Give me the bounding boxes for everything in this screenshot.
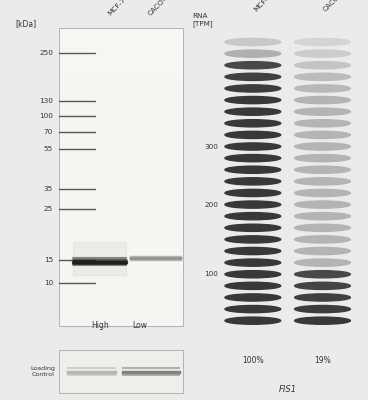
Ellipse shape bbox=[225, 154, 281, 162]
Ellipse shape bbox=[225, 271, 281, 278]
FancyBboxPatch shape bbox=[59, 28, 183, 326]
Ellipse shape bbox=[295, 201, 350, 208]
Ellipse shape bbox=[295, 189, 350, 196]
Text: FIS1: FIS1 bbox=[279, 385, 297, 394]
Ellipse shape bbox=[295, 282, 350, 290]
Ellipse shape bbox=[225, 189, 281, 196]
Ellipse shape bbox=[225, 224, 281, 231]
Ellipse shape bbox=[295, 294, 350, 301]
Ellipse shape bbox=[225, 317, 281, 324]
Text: Loading
Control: Loading Control bbox=[30, 366, 55, 377]
Ellipse shape bbox=[295, 259, 350, 266]
Ellipse shape bbox=[295, 166, 350, 173]
Ellipse shape bbox=[225, 212, 281, 220]
Text: [kDa]: [kDa] bbox=[15, 20, 36, 29]
Ellipse shape bbox=[295, 212, 350, 220]
Text: 100: 100 bbox=[204, 271, 218, 277]
Text: 25: 25 bbox=[44, 206, 53, 212]
Ellipse shape bbox=[225, 178, 281, 185]
Text: MCF-7: MCF-7 bbox=[253, 0, 273, 13]
Ellipse shape bbox=[295, 50, 350, 57]
Ellipse shape bbox=[225, 62, 281, 69]
Ellipse shape bbox=[295, 306, 350, 313]
Text: 10: 10 bbox=[44, 280, 53, 286]
Ellipse shape bbox=[225, 306, 281, 313]
Text: 100%: 100% bbox=[242, 356, 263, 365]
Ellipse shape bbox=[295, 131, 350, 138]
Text: 300: 300 bbox=[204, 144, 218, 150]
Ellipse shape bbox=[295, 38, 350, 46]
Ellipse shape bbox=[225, 85, 281, 92]
Ellipse shape bbox=[295, 248, 350, 255]
Ellipse shape bbox=[225, 248, 281, 255]
Ellipse shape bbox=[295, 271, 350, 278]
Ellipse shape bbox=[225, 166, 281, 173]
Ellipse shape bbox=[225, 131, 281, 138]
Ellipse shape bbox=[295, 143, 350, 150]
Ellipse shape bbox=[225, 282, 281, 290]
FancyBboxPatch shape bbox=[59, 350, 183, 393]
Ellipse shape bbox=[225, 201, 281, 208]
Ellipse shape bbox=[295, 62, 350, 69]
Text: 250: 250 bbox=[39, 50, 53, 56]
Ellipse shape bbox=[225, 120, 281, 127]
Text: 19%: 19% bbox=[314, 356, 331, 365]
Text: CACO-2: CACO-2 bbox=[322, 0, 347, 13]
Ellipse shape bbox=[295, 96, 350, 104]
Ellipse shape bbox=[225, 73, 281, 80]
Text: 35: 35 bbox=[44, 186, 53, 192]
Text: 70: 70 bbox=[44, 130, 53, 136]
Ellipse shape bbox=[295, 178, 350, 185]
Ellipse shape bbox=[225, 108, 281, 115]
Ellipse shape bbox=[225, 50, 281, 57]
Ellipse shape bbox=[295, 317, 350, 324]
Ellipse shape bbox=[225, 96, 281, 104]
Ellipse shape bbox=[225, 143, 281, 150]
Ellipse shape bbox=[225, 259, 281, 266]
Text: MCF-7: MCF-7 bbox=[107, 0, 127, 16]
Ellipse shape bbox=[295, 120, 350, 127]
Text: Low: Low bbox=[132, 322, 148, 330]
Text: 15: 15 bbox=[44, 257, 53, 263]
Text: 130: 130 bbox=[39, 98, 53, 104]
Ellipse shape bbox=[295, 108, 350, 115]
Text: 100: 100 bbox=[39, 113, 53, 119]
Ellipse shape bbox=[225, 294, 281, 301]
Ellipse shape bbox=[295, 154, 350, 162]
Text: 200: 200 bbox=[204, 202, 218, 208]
Ellipse shape bbox=[225, 38, 281, 46]
Text: RNA
[TPM]: RNA [TPM] bbox=[192, 13, 212, 27]
Text: CACO-2: CACO-2 bbox=[147, 0, 171, 16]
Text: High: High bbox=[91, 322, 109, 330]
Text: 55: 55 bbox=[44, 146, 53, 152]
Ellipse shape bbox=[225, 236, 281, 243]
Ellipse shape bbox=[295, 224, 350, 231]
Ellipse shape bbox=[295, 73, 350, 80]
Ellipse shape bbox=[295, 85, 350, 92]
Ellipse shape bbox=[295, 236, 350, 243]
